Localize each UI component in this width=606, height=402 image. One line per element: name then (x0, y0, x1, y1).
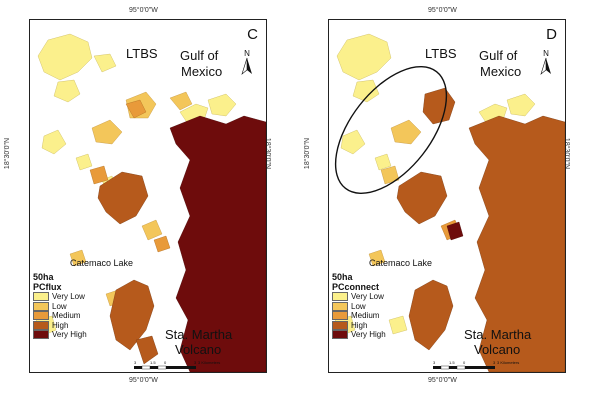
longitude-label-top-left: 95°0'0"W (129, 7, 158, 14)
place-volcano-line1-d: Sta. Martha (464, 327, 532, 342)
legend-title-line1-c: 50ha (33, 272, 54, 282)
legend-swatch (332, 292, 348, 302)
legend-label: Very Low (351, 292, 384, 302)
scale-tick-label: 0 (164, 360, 167, 365)
legend-item: Medium (33, 311, 87, 321)
very-low-patches (334, 33, 536, 337)
north-label-d: N (543, 49, 549, 58)
place-gulf-line2-c: Mexico (181, 64, 223, 79)
panel-letter-c: C (247, 26, 258, 43)
place-gulf-line1-d: Gulf of (479, 48, 518, 63)
place-volcano-line1-c: Sta. Martha (165, 327, 233, 342)
legend-d: 50ha PCconnect Very Low Low Medium High … (332, 272, 386, 340)
legend-swatch (33, 301, 49, 311)
legend-item: Very High (332, 330, 386, 340)
scale-tick-label: 3 (194, 360, 197, 365)
place-ltbs-d: LTBS (425, 46, 457, 61)
place-lake-c: Catemaco Lake (70, 258, 134, 268)
legend-item: Medium (332, 311, 386, 321)
legend-swatch (33, 292, 49, 302)
legend-c: 50ha PCflux Very Low Low Medium High Ver… (33, 272, 87, 340)
scale-unit-label: 3 Kilometers (198, 360, 220, 365)
legend-label: High (351, 320, 368, 330)
scale-unit-label: 3 Kilometers (497, 360, 519, 365)
map-panel-d: D LTBS Gulf of Mexico Catemaco Lake Sta.… (328, 19, 566, 373)
legend-item: High (332, 320, 386, 331)
place-volcano-line2-c: Volcano (175, 342, 222, 357)
legend-swatch (33, 320, 49, 330)
panel-letter-d: D (546, 26, 557, 43)
place-gulf-line2-d: Mexico (480, 64, 522, 79)
high-patches (396, 87, 565, 372)
latitude-label-right-inner: 18°30'0"N (304, 137, 312, 170)
north-arrow-icon: N (540, 49, 551, 75)
legend-label: Medium (52, 311, 81, 321)
scale-tick-label: 3 (134, 360, 137, 365)
legend-label: Very Low (52, 292, 85, 302)
medium-patches (424, 101, 462, 241)
scale-tick-label: 1.5 (150, 360, 156, 365)
legend-item: High (33, 320, 87, 331)
north-label-c: N (244, 49, 250, 58)
legend-swatch (332, 301, 348, 311)
longitude-label-bottom-left: 95°0'0"W (129, 377, 158, 384)
low-patches (368, 119, 422, 267)
legend-label: Medium (351, 311, 380, 321)
legend-title-line1-d: 50ha (332, 272, 353, 282)
scale-tick-label: 1.5 (449, 360, 455, 365)
place-gulf-line1-c: Gulf of (180, 48, 219, 63)
place-lake-d: Catemaco Lake (369, 258, 433, 268)
scale-tick-label: 3 (493, 360, 496, 365)
scale-tick-label: 0 (463, 360, 466, 365)
legend-item: Very High (33, 330, 87, 340)
legend-label: Low (52, 301, 67, 311)
scale-bar-c: 3 1.5 0 3 3 Kilometers (134, 360, 220, 370)
legend-title-line2-c: PCflux (33, 282, 62, 292)
legend-label: Very High (52, 330, 87, 340)
legend-item: Low (332, 301, 386, 312)
legend-swatch (332, 320, 348, 330)
latitude-label-left-outer: 18°30'0"N (4, 137, 12, 170)
legend-label: Very High (351, 330, 386, 340)
habitat-map-d (334, 33, 565, 372)
legend-item: Very Low (332, 292, 386, 302)
legend-swatch (332, 311, 348, 321)
legend-swatch (33, 330, 49, 340)
very-high-patches (446, 221, 464, 241)
legend-item: Very Low (33, 292, 87, 302)
legend-swatch (332, 330, 348, 340)
legend-swatch (33, 311, 49, 321)
high-patches (97, 171, 159, 365)
longitude-label-top-right: 95°0'0"W (428, 7, 457, 14)
north-arrow-icon: N (241, 49, 252, 75)
legend-label: High (52, 320, 69, 330)
legend-item: Low (33, 301, 87, 312)
habitat-map-c (35, 33, 266, 372)
map-panel-c: C LTBS Gulf of Mexico Catemaco Lake Sta.… (29, 19, 267, 373)
scale-tick-label: 3 (433, 360, 436, 365)
longitude-label-bottom-right: 95°0'0"W (428, 377, 457, 384)
place-ltbs-c: LTBS (126, 46, 158, 61)
very-high-patches (169, 115, 266, 372)
scale-bar-d: 3 1.5 0 3 3 Kilometers (433, 360, 519, 370)
place-volcano-line2-d: Volcano (474, 342, 521, 357)
legend-label: Low (351, 301, 366, 311)
highlight-ellipse (334, 66, 448, 194)
legend-title-line2-d: PCconnect (332, 282, 380, 292)
